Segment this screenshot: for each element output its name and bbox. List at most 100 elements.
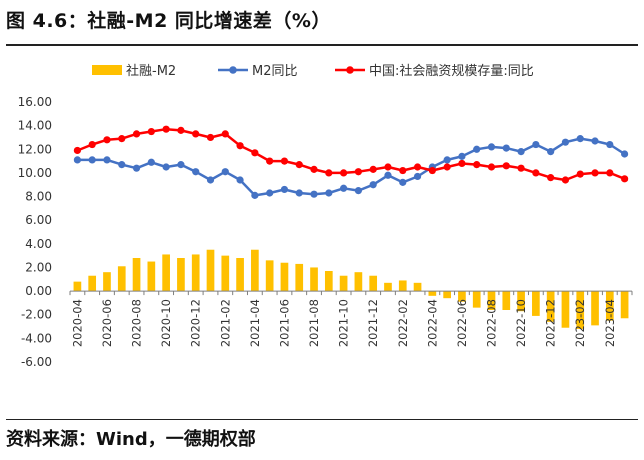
data-point bbox=[561, 176, 570, 184]
data-point bbox=[502, 144, 510, 152]
bar bbox=[472, 291, 481, 308]
data-point bbox=[606, 140, 614, 149]
bar bbox=[532, 291, 540, 316]
y-tick-label: 10.00 bbox=[18, 166, 52, 180]
legend-label: M2同比 bbox=[252, 64, 298, 79]
data-point bbox=[147, 127, 155, 136]
data-point bbox=[192, 130, 200, 138]
data-point bbox=[399, 166, 407, 175]
y-axis: -6.00 -4.00 -2.00 0.00 2.00 4.00 6.00 8.00 10.00… bbox=[18, 95, 52, 369]
bar bbox=[117, 266, 126, 292]
data-point bbox=[413, 163, 422, 171]
bar bbox=[561, 291, 570, 328]
data-point bbox=[458, 159, 466, 168]
x-tick-label: 2023-04 bbox=[603, 299, 617, 347]
data-point bbox=[162, 125, 170, 133]
bar bbox=[88, 275, 97, 292]
data-point bbox=[428, 166, 436, 175]
bar bbox=[280, 262, 289, 292]
legend-marker bbox=[229, 66, 237, 74]
data-point bbox=[73, 146, 81, 155]
x-tick-label: 2021-12 bbox=[366, 299, 380, 347]
x-tick-label: 2021-04 bbox=[248, 299, 262, 347]
bar bbox=[162, 254, 170, 292]
bar bbox=[384, 282, 392, 292]
data-point bbox=[266, 157, 274, 165]
data-point bbox=[458, 152, 466, 160]
data-point bbox=[295, 161, 303, 169]
data-point bbox=[147, 158, 155, 166]
data-point bbox=[221, 130, 229, 138]
data-point bbox=[118, 161, 126, 169]
data-point bbox=[340, 184, 348, 192]
data-point bbox=[621, 150, 629, 158]
data-point bbox=[340, 169, 348, 177]
bar bbox=[605, 291, 614, 321]
y-tick-label: 8.00 bbox=[25, 190, 52, 204]
data-point bbox=[73, 156, 81, 164]
x-tick-label: 2020-06 bbox=[100, 299, 114, 347]
bar bbox=[517, 291, 525, 312]
data-point bbox=[206, 176, 215, 184]
data-point bbox=[206, 133, 215, 142]
x-tick-label: 2020-12 bbox=[189, 299, 203, 347]
x-tick-label: 2020-10 bbox=[159, 299, 173, 347]
bar bbox=[398, 280, 407, 292]
data-point bbox=[606, 169, 614, 177]
source-note: 资料来源：Wind，一德期权部 bbox=[6, 429, 256, 450]
series-line bbox=[77, 137, 626, 197]
bar bbox=[132, 258, 141, 292]
bar bbox=[458, 291, 466, 302]
bar bbox=[251, 249, 259, 292]
legend-swatch bbox=[92, 65, 122, 75]
y-tick-label: 4.00 bbox=[25, 237, 52, 251]
x-tick-label: 2022-08 bbox=[485, 299, 499, 347]
x-tick-label: 2020-04 bbox=[70, 299, 84, 347]
data-point bbox=[502, 162, 510, 170]
data-point bbox=[103, 156, 111, 164]
chart: 社融-M2 M2同比 中国:社会融资规模存量:同比 -6.00 -4.00 -2.00 0… bbox=[18, 63, 633, 369]
series-line bbox=[76, 127, 626, 182]
bar bbox=[295, 263, 304, 292]
data-point bbox=[251, 149, 259, 157]
data-point bbox=[547, 148, 555, 156]
data-point bbox=[591, 169, 599, 177]
data-point bbox=[325, 189, 333, 197]
data-point bbox=[118, 135, 126, 143]
data-point bbox=[532, 169, 540, 177]
bar bbox=[73, 281, 82, 292]
bar bbox=[413, 282, 422, 292]
data-point bbox=[413, 172, 422, 181]
x-tick-label: 2022-04 bbox=[425, 299, 439, 347]
x-tick-label: 2022-12 bbox=[544, 299, 558, 347]
chart-legend: 社融-M2 M2同比 中国:社会融资规模存量:同比 bbox=[92, 63, 534, 79]
data-point bbox=[310, 190, 318, 198]
data-point bbox=[132, 130, 141, 138]
y-tick-label: -4.00 bbox=[21, 331, 52, 345]
data-point bbox=[88, 156, 96, 164]
data-point bbox=[576, 135, 584, 143]
bar bbox=[576, 291, 585, 329]
bar bbox=[221, 255, 230, 292]
data-point bbox=[310, 165, 318, 173]
x-tick-label: 2022-10 bbox=[514, 299, 528, 347]
x-tick-label: 2023-02 bbox=[573, 299, 587, 347]
bar bbox=[502, 291, 511, 310]
source-divider bbox=[6, 419, 638, 420]
data-point bbox=[325, 169, 333, 177]
bar bbox=[147, 261, 156, 292]
bar-series bbox=[73, 249, 629, 329]
legend-label: 中国:社会融资规模存量:同比 bbox=[369, 63, 534, 79]
data-point bbox=[517, 148, 525, 156]
bar bbox=[369, 275, 378, 292]
y-tick-label: -6.00 bbox=[21, 355, 52, 369]
data-point bbox=[354, 187, 362, 195]
figure-title: 图 4.6：社融-M2 同比增速差（%） bbox=[6, 10, 331, 32]
data-point bbox=[236, 142, 244, 150]
bar bbox=[428, 291, 437, 296]
data-point bbox=[266, 189, 274, 197]
bar bbox=[546, 291, 555, 322]
title-divider bbox=[6, 44, 638, 46]
bar bbox=[236, 258, 244, 292]
data-point bbox=[132, 164, 141, 172]
